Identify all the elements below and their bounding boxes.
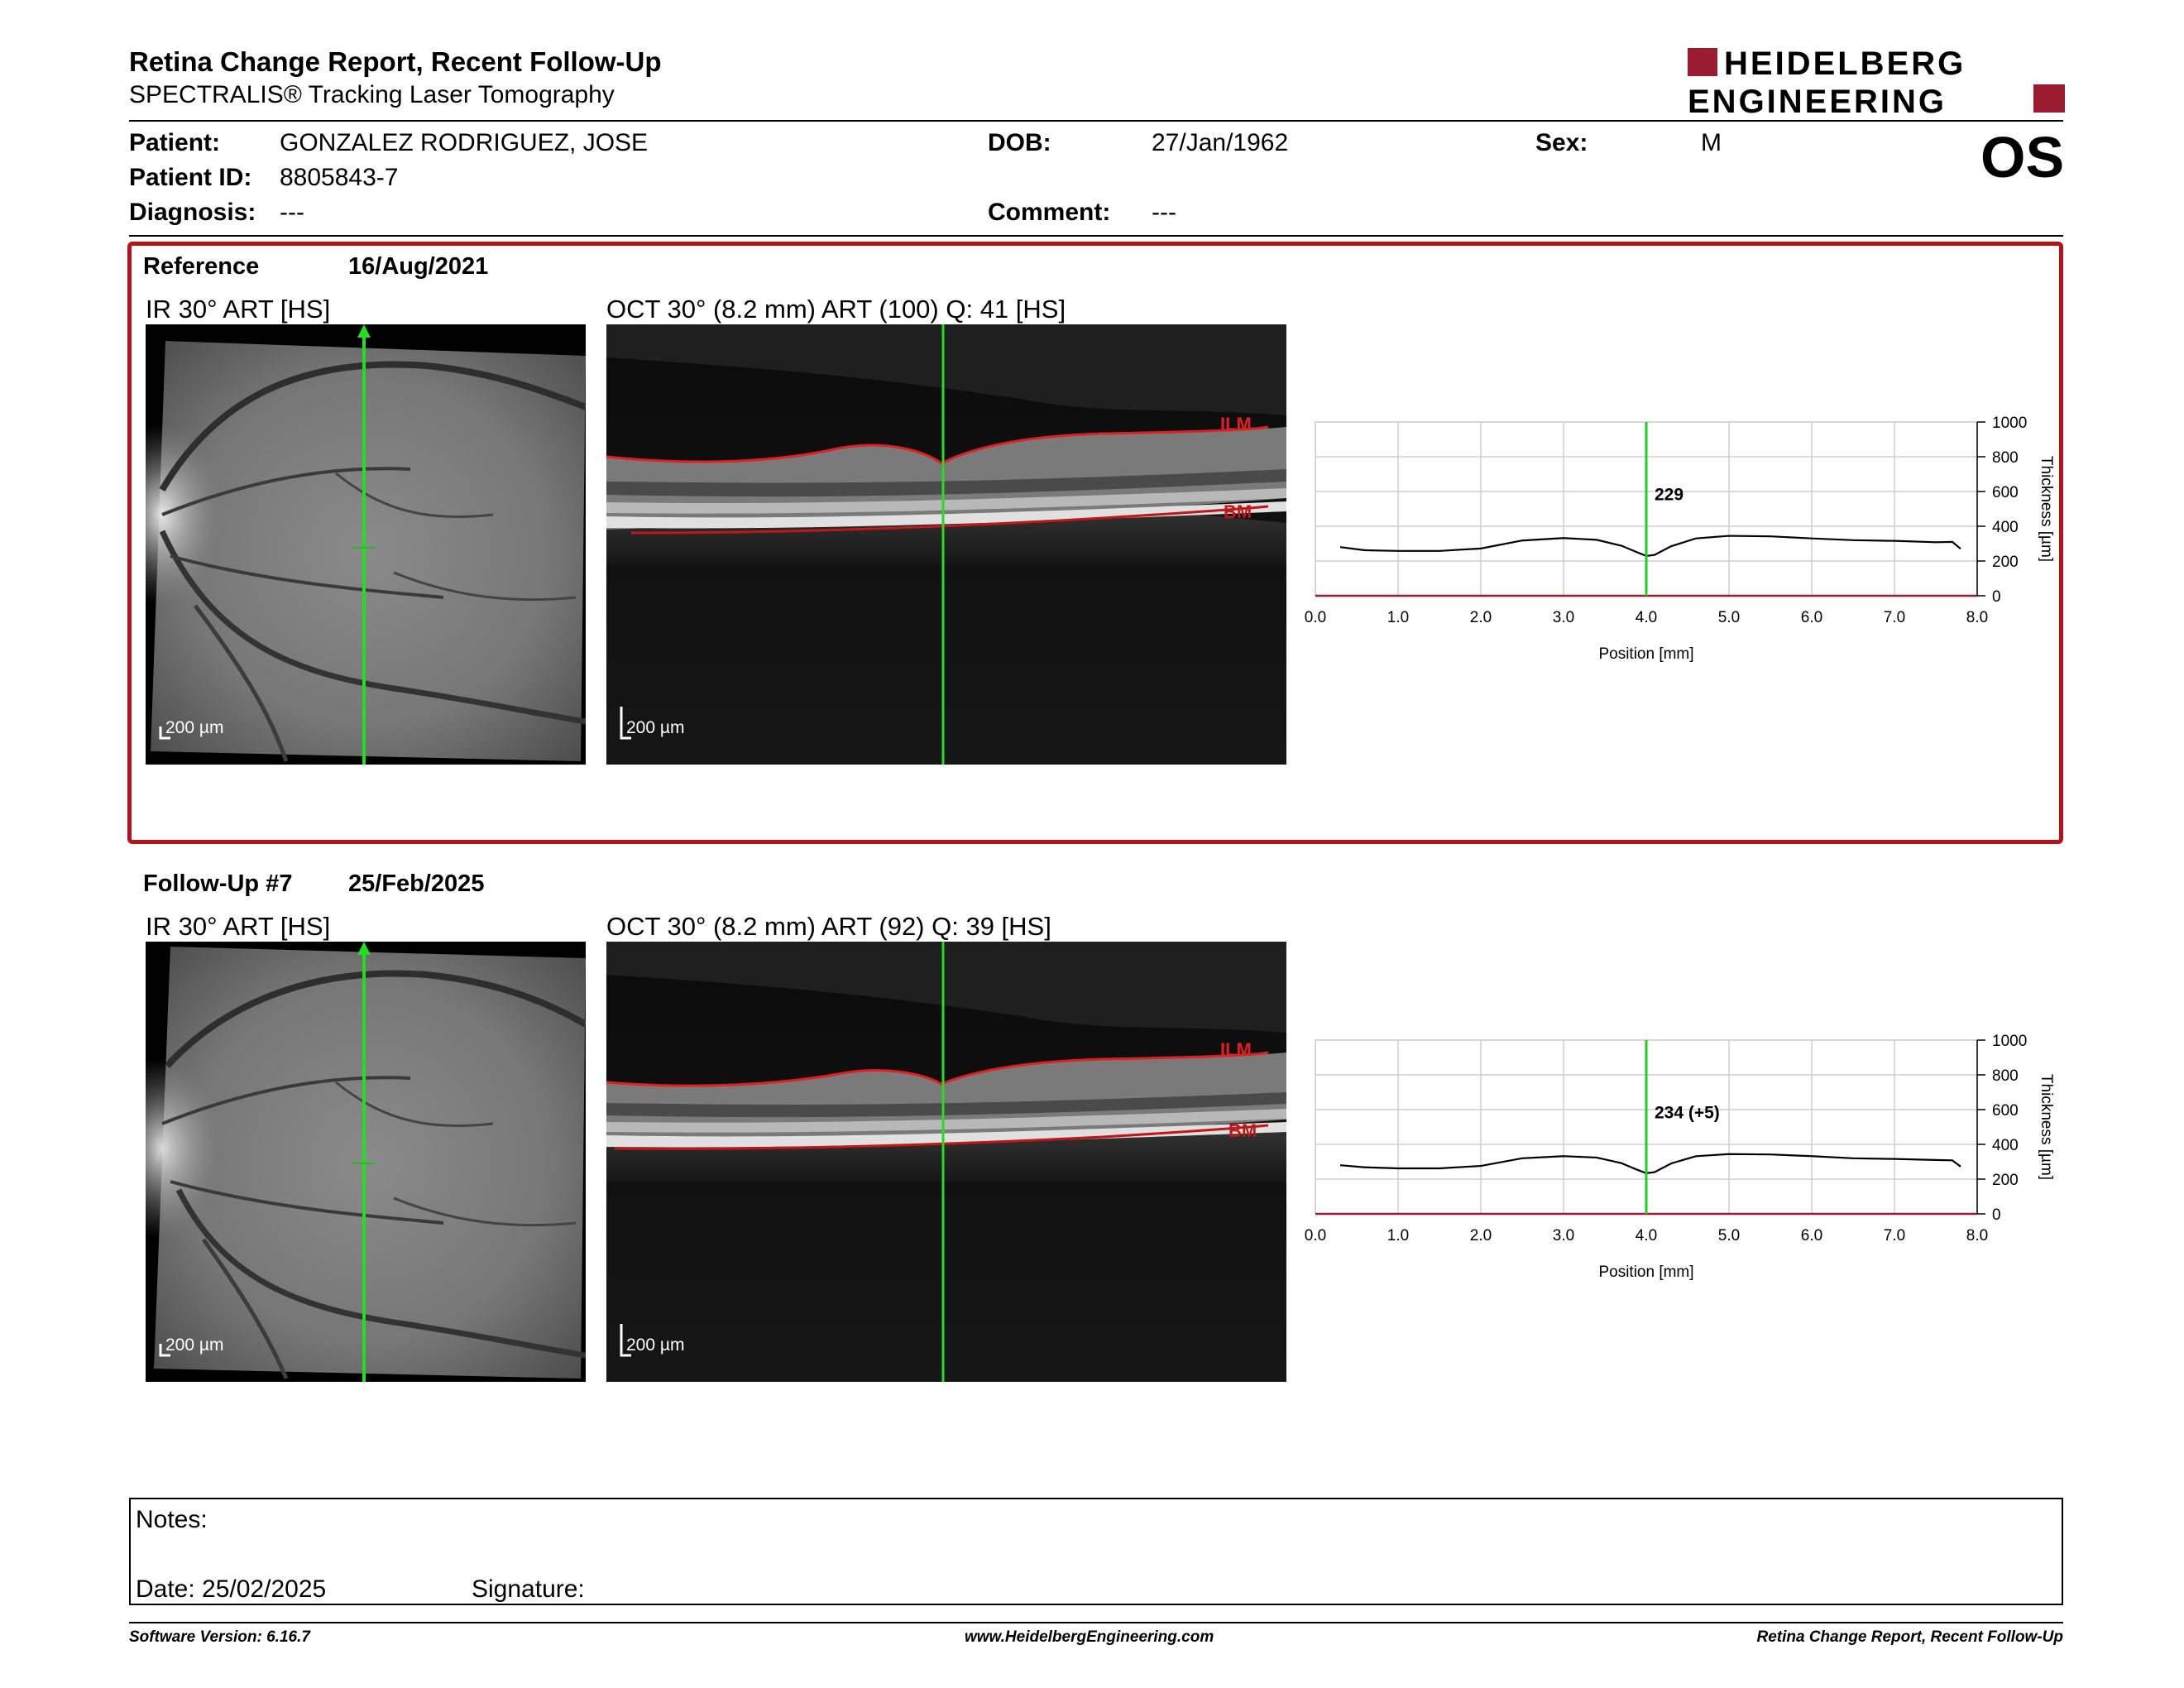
sex-label: Sex: — [1535, 129, 1588, 156]
diagnosis-label: Diagnosis: — [129, 199, 256, 226]
comment-value: --- — [1152, 199, 1176, 226]
patient-name: GONZALEZ RODRIGUEZ, JOSE — [280, 129, 649, 156]
report-subtitle: SPECTRALIS® Tracking Laser Tomography — [129, 81, 615, 108]
thickness-line — [1339, 1153, 1961, 1174]
x-tick-label: 4.0 — [1636, 1227, 1657, 1244]
followup-date: 25/Feb/2025 — [348, 870, 485, 897]
y-tick-label: 1000 — [1992, 415, 2027, 432]
software-version: Software Version: 6.16.7 — [129, 1628, 310, 1646]
eye-indicator: OS — [1980, 125, 2065, 189]
y-tick-label: 0 — [1992, 1206, 2001, 1224]
patient-divider — [129, 235, 2063, 237]
y-tick-label: 600 — [1992, 484, 2019, 501]
x-tick-label: 6.0 — [1801, 609, 1822, 626]
y-tick-label: 200 — [1992, 1172, 2019, 1189]
logo-line-1: HEIDELBERG — [1724, 46, 1966, 82]
y-tick-label: 200 — [1992, 554, 2019, 571]
y-tick-label: 800 — [1992, 449, 2019, 467]
x-tick-label: 7.0 — [1884, 609, 1905, 626]
x-tick-label: 7.0 — [1884, 1227, 1905, 1244]
reference-label: Reference — [143, 253, 260, 280]
followup-thickness-chart: 0 200 400 600 800 1000 0.0 1.0 2.0 3.0 4.0 5.0 6.0 7.… — [1299, 1030, 2085, 1299]
website-link[interactable]: www.HeidelbergEngineering.com — [965, 1628, 1214, 1646]
x-tick-label: 2.0 — [1470, 609, 1492, 626]
followup-ir-image[interactable]: 200 µm — [146, 942, 586, 1382]
report-title: Retina Change Report, Recent Follow-Up — [129, 46, 662, 77]
x-tick-label: 5.0 — [1718, 1227, 1740, 1244]
diagnosis-value: --- — [280, 199, 304, 226]
reference-ir-image[interactable]: 200 µm — [146, 324, 586, 765]
notes-label: Notes: — [136, 1506, 208, 1533]
reference-ilm-label: ILM — [1220, 414, 1252, 434]
x-tick-label: 4.0 — [1636, 609, 1657, 626]
y-tick-label: 400 — [1992, 519, 2019, 536]
cursor-value-label: 229 — [1655, 486, 1684, 505]
reference-ir-scale: 200 µm — [165, 718, 223, 737]
reference-oct-image[interactable]: ILM BM 200 µm — [606, 324, 1286, 765]
y-tick-label: 600 — [1992, 1102, 2019, 1120]
x-axis-label: Position [mm] — [1598, 645, 1693, 663]
x-tick-label: 6.0 — [1801, 1227, 1822, 1244]
patient-label: Patient: — [129, 129, 221, 156]
y-tick-label: 0 — [1992, 588, 2001, 606]
x-axis-label: Position [mm] — [1598, 1264, 1693, 1281]
patient-id-label: Patient ID: — [129, 164, 252, 191]
reference-oct-scale: 200 µm — [626, 718, 684, 737]
followup-bm-label: BM — [1228, 1120, 1257, 1141]
notes-box[interactable] — [129, 1498, 2063, 1605]
x-tick-label: 0.0 — [1305, 609, 1326, 626]
followup-ir-scale: 200 µm — [165, 1336, 223, 1355]
x-tick-label: 1.0 — [1387, 609, 1409, 626]
x-tick-label: 3.0 — [1553, 609, 1574, 626]
x-tick-label: 0.0 — [1305, 1227, 1326, 1244]
y-tick-label: 1000 — [1992, 1033, 2027, 1050]
y-axis-label: Thickness [µm] — [2038, 1074, 2055, 1180]
y-axis-label: Thickness [µm] — [2038, 456, 2055, 562]
x-tick-label: 8.0 — [1966, 609, 1988, 626]
header-divider — [129, 120, 2063, 122]
x-tick-label: 8.0 — [1966, 1227, 1988, 1244]
logo-line-2: ENGINEERING — [1688, 84, 1947, 117]
x-tick-label: 3.0 — [1553, 1227, 1574, 1244]
footer-divider — [129, 1622, 2063, 1623]
y-tick-label: 400 — [1992, 1137, 2019, 1154]
x-tick-label: 5.0 — [1718, 609, 1740, 626]
followup-oct-image[interactable]: ILM BM 200 µm — [606, 942, 1286, 1382]
followup-oct-scale: 200 µm — [626, 1336, 684, 1355]
x-tick-label: 2.0 — [1470, 1227, 1492, 1244]
reference-date: 16/Aug/2021 — [348, 253, 489, 280]
dob-label: DOB: — [988, 129, 1051, 156]
followup-label: Follow-Up #7 — [143, 870, 293, 897]
y-tick-label: 800 — [1992, 1067, 2019, 1085]
sex-value: M — [1701, 129, 1722, 156]
followup-ir-title: IR 30° ART [HS] — [146, 912, 331, 941]
notes-date: Date: 25/02/2025 — [136, 1575, 327, 1603]
footer-report-name: Retina Change Report, Recent Follow-Up — [1756, 1628, 2063, 1646]
patient-id: 8805843-7 — [280, 164, 399, 191]
cursor-value-label: 234 (+5) — [1655, 1104, 1720, 1123]
reference-thickness-chart: 0 200 400 600 800 1000 0.0 1.0 2.0 3.0 4.0 5.0 6.0 7.… — [1299, 412, 2085, 681]
followup-oct-title: OCT 30° (8.2 mm) ART (92) Q: 39 [HS] — [606, 912, 1051, 941]
comment-label: Comment: — [988, 199, 1111, 226]
x-tick-label: 1.0 — [1387, 1227, 1409, 1244]
dob-value: 27/Jan/1962 — [1152, 129, 1289, 156]
followup-ilm-label: ILM — [1220, 1039, 1252, 1060]
signature-label: Signature: — [472, 1575, 585, 1603]
reference-bm-label: BM — [1224, 501, 1252, 522]
heidelberg-logo: HEIDELBERG ENGINEERING — [1688, 45, 2068, 120]
reference-oct-title: OCT 30° (8.2 mm) ART (100) Q: 41 [HS] — [606, 295, 1066, 324]
reference-ir-title: IR 30° ART [HS] — [146, 295, 331, 324]
reference-panel — [127, 242, 2063, 844]
thickness-line — [1339, 535, 1961, 558]
